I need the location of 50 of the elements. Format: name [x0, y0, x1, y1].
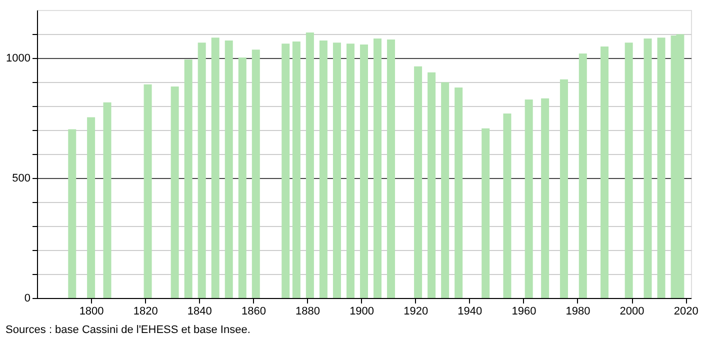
bar [346, 44, 354, 298]
bar [657, 38, 666, 298]
x-tick-label: 1820 [133, 306, 158, 318]
x-tick-label: 1980 [566, 306, 590, 318]
bar [541, 98, 550, 298]
source-note: Sources : base Cassini de l'EHESS et base Insee. [6, 324, 250, 336]
bar [387, 40, 396, 298]
bar [292, 41, 300, 298]
x-tick-label: 1800 [79, 306, 104, 318]
x-tick-label: 1840 [187, 306, 212, 318]
bar [211, 38, 220, 298]
bar [414, 66, 422, 298]
y-tick-label: 0 [24, 292, 30, 304]
bar [503, 113, 512, 298]
bar [68, 129, 76, 298]
x-tick-label: 2020 [674, 306, 698, 318]
bar [306, 32, 314, 298]
bar [374, 38, 382, 298]
bar [170, 86, 179, 298]
bar [144, 84, 152, 298]
bar [454, 88, 463, 298]
y-tick-label: 500 [12, 172, 30, 184]
x-tick-label: 1940 [458, 306, 482, 318]
bar [87, 117, 96, 298]
bar [184, 59, 192, 298]
bar [332, 42, 341, 298]
y-tick-label: 1000 [6, 52, 30, 64]
bar [482, 128, 490, 298]
bar [198, 42, 206, 298]
bar [252, 50, 260, 298]
bar [441, 82, 450, 298]
bar [103, 102, 112, 298]
bar [644, 38, 652, 298]
bar [578, 53, 587, 298]
bar [524, 100, 533, 298]
x-tick-label: 1920 [404, 306, 428, 318]
bar [624, 42, 633, 298]
x-tick-label: 1860 [241, 306, 266, 318]
bar [560, 79, 568, 298]
bar [238, 58, 246, 298]
x-tick-label: 1900 [350, 306, 374, 318]
bar [428, 72, 436, 298]
bar [224, 40, 233, 298]
x-tick-label: 2000 [620, 306, 644, 318]
bar [360, 44, 368, 298]
bar [319, 40, 328, 298]
bar [600, 46, 609, 298]
bar [282, 44, 290, 298]
x-tick-label: 1880 [296, 306, 320, 318]
x-tick-label: 1960 [512, 306, 536, 318]
